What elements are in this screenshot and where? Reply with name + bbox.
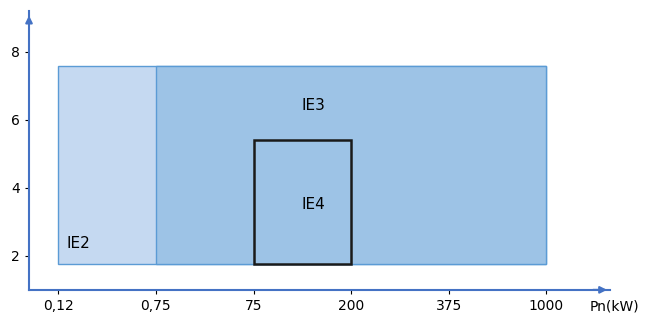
Bar [254,140,351,264]
Bar [58,65,547,264]
Text: IE3: IE3 [302,98,326,113]
Bar [156,65,547,264]
Text: IE2: IE2 [66,236,90,251]
Text: Pn(kW): Pn(kW) [590,299,640,313]
Text: IE4: IE4 [302,197,326,212]
